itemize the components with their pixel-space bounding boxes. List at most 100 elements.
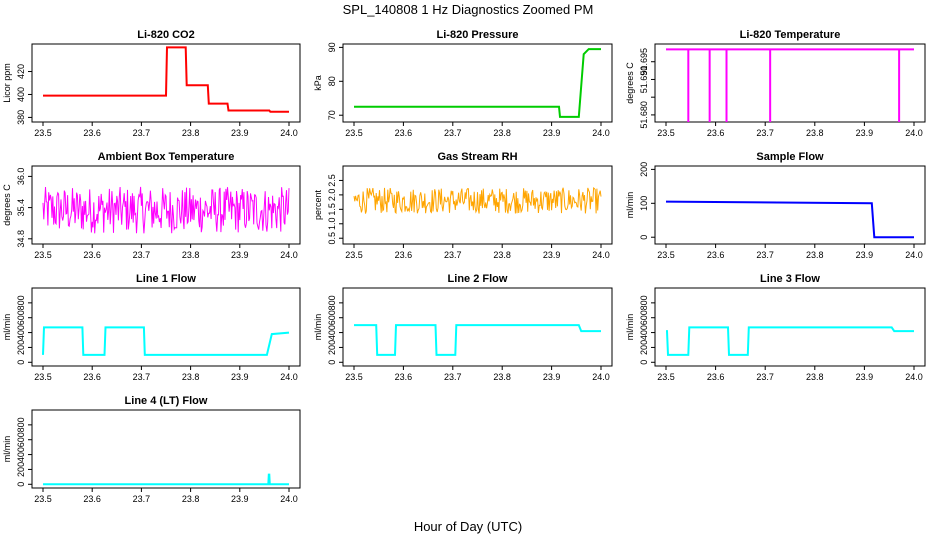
panel-3: Li-820 Temperature degrees C 23.5 23.6 23.7 2… [625, 29, 926, 138]
y-tick-label: 800 [16, 295, 26, 310]
y-tick-label: 200 [16, 462, 26, 477]
x-tick-label: 23.9 [543, 250, 561, 260]
panel-title: Ambient Box Temperature [98, 151, 235, 163]
panel-1: Li-820 CO2 Licor ppm 23.5 23.6 23.7 23.8 23.9 2… [2, 29, 301, 138]
y-tick-label: 400 [16, 87, 26, 102]
x-tick-label: 23.9 [856, 128, 874, 138]
series-line [666, 326, 914, 356]
y-tick-label: 51.690 [639, 66, 649, 94]
x-tick-label: 23.9 [231, 372, 249, 382]
x-tick-label: 24.0 [905, 372, 923, 382]
y-axis-label: degrees C [2, 184, 12, 226]
y-tick-label: 420 [16, 64, 26, 79]
y-axis-label: ml/min [2, 314, 12, 341]
x-tick-label: 23.7 [756, 372, 774, 382]
plot-frame [342, 43, 613, 123]
x-tick-label: 24.0 [905, 128, 923, 138]
x-tick-label: 24.0 [280, 250, 298, 260]
x-tick-label: 23.9 [856, 372, 874, 382]
plot-frame [31, 165, 301, 245]
y-tick-label: 380 [16, 110, 26, 125]
y-tick-label: 0.5 [327, 232, 337, 245]
x-tick-label: 23.8 [182, 372, 200, 382]
y-axis-label: kPa [313, 75, 323, 91]
y-tick-label: 2.0 [327, 189, 337, 202]
panel-9: Line 3 Flow ml/min 23.5 23.6 23.7 23.8 23.9 24.… [625, 273, 926, 382]
y-axis-label: ml/min [625, 314, 635, 341]
x-tick-label: 24.0 [592, 372, 610, 382]
plot-frame [654, 43, 926, 123]
x-tick-label: 24.0 [592, 250, 610, 260]
x-tick-label: 23.6 [83, 494, 101, 504]
x-tick-label: 23.5 [657, 128, 675, 138]
y-tick-label: 400 [16, 325, 26, 340]
plot-frame [654, 165, 926, 245]
x-tick-label: 23.9 [543, 372, 561, 382]
y-tick-label: 0 [16, 482, 26, 487]
y-tick-label: 0 [16, 360, 26, 365]
x-tick-label: 23.5 [345, 128, 363, 138]
x-tick-label: 23.6 [83, 372, 101, 382]
x-tick-label: 24.0 [280, 128, 298, 138]
y-tick-label: 1.0 [327, 218, 337, 231]
y-axis-label: percent [313, 189, 323, 220]
y-tick-label: 1.5 [327, 203, 337, 216]
x-tick-label: 23.7 [444, 372, 462, 382]
x-tick-label: 23.5 [657, 372, 675, 382]
y-tick-label: 200 [16, 340, 26, 355]
panel-4: Ambient Box Temperature degrees C 23.5 23.6… [2, 151, 301, 260]
x-tick-label: 23.8 [182, 250, 200, 260]
plot-frame [31, 287, 301, 367]
panel-2: Li-820 Pressure kPa 23.5 23.6 23.7 23.8 23.9 24… [313, 29, 613, 138]
x-tick-label: 23.6 [707, 128, 725, 138]
y-tick-label: 0 [639, 235, 649, 240]
series-line [43, 473, 289, 486]
panel-title: Line 4 (LT) Flow [125, 395, 208, 407]
x-tick-label: 23.5 [34, 128, 52, 138]
series-noise [42, 186, 290, 234]
x-tick-label: 23.6 [395, 128, 413, 138]
x-tick-label: 23.5 [34, 494, 52, 504]
x-tick-label: 24.0 [280, 494, 298, 504]
y-axis-label: degrees C [625, 62, 635, 104]
y-tick-label: 90 [327, 42, 337, 52]
y-tick-label: 800 [639, 295, 649, 310]
x-tick-label: 23.7 [444, 250, 462, 260]
x-tick-label: 23.7 [133, 250, 151, 260]
y-tick-label: 200 [327, 340, 337, 355]
x-tick-label: 23.9 [856, 250, 874, 260]
x-tick-label: 23.6 [83, 250, 101, 260]
x-tick-label: 23.7 [133, 128, 151, 138]
y-tick-label: 800 [16, 417, 26, 432]
x-tick-label: 23.9 [231, 128, 249, 138]
y-tick-label: 200 [639, 340, 649, 355]
panel-title: Gas Stream RH [437, 151, 517, 163]
x-tick-label: 23.6 [707, 372, 725, 382]
y-tick-label: 400 [16, 447, 26, 462]
x-tick-label: 23.6 [83, 128, 101, 138]
y-axis-label: ml/min [625, 192, 635, 219]
x-tick-label: 23.7 [133, 372, 151, 382]
x-tick-label: 23.8 [806, 128, 824, 138]
plot-frame [31, 409, 301, 489]
x-tick-label: 24.0 [592, 128, 610, 138]
plot-frame [654, 287, 926, 367]
panel-title: Line 2 Flow [448, 273, 508, 285]
x-tick-label: 23.8 [182, 128, 200, 138]
plot-frame [342, 287, 613, 367]
series-noise [353, 187, 602, 215]
y-tick-label: 80 [327, 76, 337, 86]
x-tick-label: 23.5 [34, 250, 52, 260]
x-tick-label: 23.7 [133, 494, 151, 504]
panel-8: Line 2 Flow ml/min 23.5 23.6 23.7 23.8 23.9 24.… [313, 273, 613, 382]
panel-title: Sample Flow [756, 151, 824, 163]
y-tick-label: 70 [327, 110, 337, 120]
panel-title: Li-820 Pressure [437, 29, 519, 41]
panel-title: Li-820 Temperature [740, 29, 841, 41]
panel-title: Li-820 CO2 [137, 29, 194, 41]
x-tick-label: 23.6 [395, 372, 413, 382]
plot-frame [342, 165, 613, 245]
x-tick-label: 23.5 [657, 250, 675, 260]
x-tick-label: 23.9 [543, 128, 561, 138]
